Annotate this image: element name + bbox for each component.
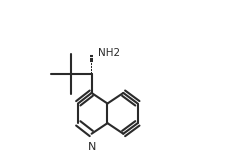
Text: NH2: NH2 [98,48,120,58]
Text: N: N [87,142,96,152]
